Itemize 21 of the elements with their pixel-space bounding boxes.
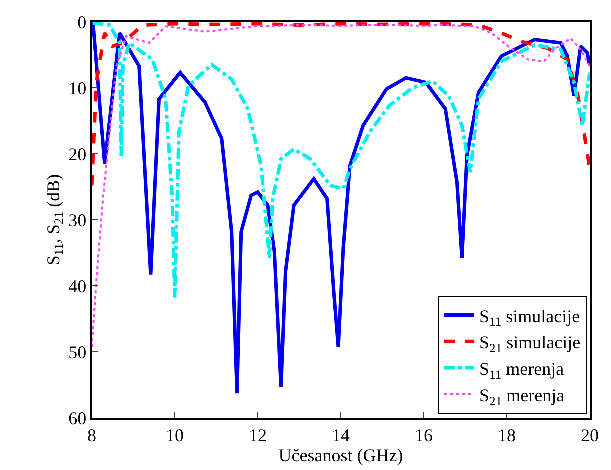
y-tick-label: 20 [68,144,87,164]
line-series [92,22,590,188]
y-tick-label: 30 [68,210,87,230]
y-tick-label: 10 [68,78,87,98]
y-tick-label: 40 [68,276,87,296]
x-tick-label: 16 [415,425,433,446]
x-axis-title: Učesanost (GHz) [278,445,404,466]
legend-label: S$_{21}$ merenja [480,385,565,408]
y-tick-label: 0 [78,12,87,32]
legend-label: S$_{11}$ simulacije [480,306,580,330]
y-tick-label: 60 [68,408,87,428]
x-tick-label: 8 [88,425,96,446]
legend-label: S$_{21}$ simulacije [480,332,581,356]
x-tick-label: 14 [332,425,350,446]
legend-label: S$_{11}$ merenja [480,359,564,382]
x-tick-label: 18 [498,425,516,446]
x-tick-label: 10 [166,425,184,446]
x-tick-label: 20 [581,425,599,446]
line-series [92,22,590,300]
x-tick-label: 12 [249,425,267,446]
y-tick-label: 50 [68,342,87,362]
